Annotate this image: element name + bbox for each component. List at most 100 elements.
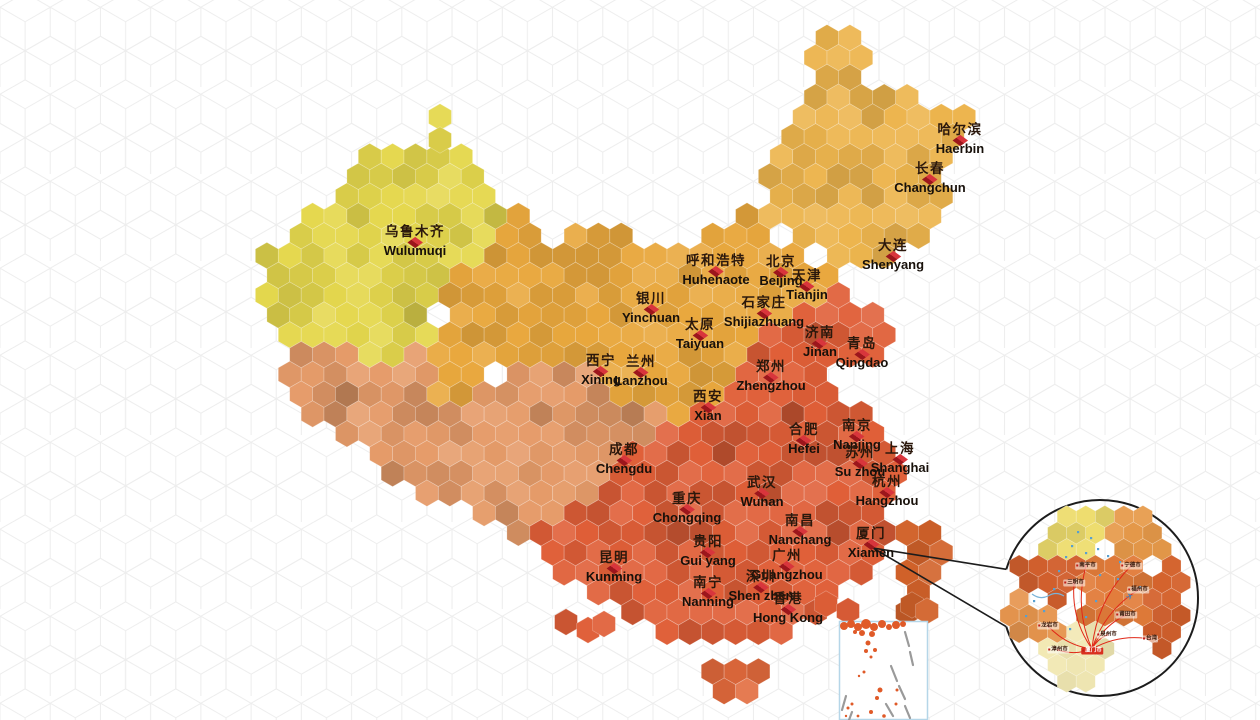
city-name-chinese: 银川 (636, 291, 666, 306)
inset-city-dot-icon (1064, 581, 1067, 584)
city-name-chinese: 兰州 (626, 354, 656, 369)
city-label-shen-zhen[interactable]: 深圳 Shen zhen (728, 570, 793, 603)
city-label-hangzhou[interactable]: 杭州 Hangzhou (856, 475, 919, 508)
city-name-chinese: 青岛 (847, 336, 877, 351)
city-name-chinese: 西宁 (586, 353, 616, 368)
city-name-chinese: 武汉 (747, 475, 777, 490)
city-name-pinyin: Xining (581, 372, 621, 387)
city-name-pinyin: Chongqing (652, 510, 722, 525)
city-name-pinyin: Tianjin (786, 287, 828, 302)
city-name-chinese: 哈尔滨 (937, 122, 983, 137)
city-name-chinese: 贵阳 (693, 534, 723, 549)
city-name-chinese: 广州 (772, 548, 802, 563)
city-label-nanning[interactable]: 南宁 Nanning (682, 576, 734, 609)
city-label-yinchuan[interactable]: 银川 Yinchuan (622, 292, 680, 325)
city-name-chinese: 香港 (772, 591, 803, 606)
city-label-shanghai[interactable]: 上海 Shanghai (871, 442, 930, 475)
city-label-nanjing[interactable]: 南京 Nanjing (833, 419, 881, 452)
city-name-pinyin: Qingdao (835, 355, 889, 370)
city-label-tianjin[interactable]: 天津 Tianjin (786, 269, 828, 302)
inset-city-label: 南平市 (1075, 562, 1097, 570)
city-name-pinyin: Taiyuan (675, 336, 725, 351)
city-label-hong-kong[interactable]: 香港 Hong Kong (753, 592, 823, 625)
city-name-pinyin: Zhengzhou (736, 378, 806, 393)
city-name-chinese: 南昌 (785, 513, 815, 528)
city-name-chinese: 厦门 (856, 526, 886, 541)
city-name-pinyin: Wuhan (740, 494, 784, 509)
city-name-chinese: 大连 (878, 238, 908, 253)
city-label-nanchang[interactable]: 南昌 Nanchang (769, 514, 832, 547)
city-name-pinyin: Gui yang (680, 553, 736, 568)
city-label-wuhan[interactable]: 武汉 Wuhan (740, 476, 783, 509)
city-name-chinese: 成都 (608, 442, 639, 457)
city-label-chongqing[interactable]: 重庆 Chongqing (653, 492, 722, 525)
inset-city-dot-icon (1116, 613, 1119, 616)
city-name-pinyin: Changchun (894, 180, 966, 195)
city-name-pinyin: Kunming (585, 569, 643, 584)
city-label-chengdu[interactable]: 成都 Chengdu (596, 443, 652, 476)
city-name-pinyin: Hefei (788, 441, 820, 456)
city-label-xiamen[interactable]: 厦门 Xiamen (848, 527, 894, 560)
city-name-pinyin: Haerbin (935, 141, 985, 156)
south-china-sea-inset (838, 619, 929, 720)
city-label-taiyuan[interactable]: 太原 Taiyuan (676, 318, 724, 351)
city-name-pinyin: Beijing (759, 273, 803, 288)
china-hex-regions (255, 24, 976, 705)
city-name-pinyin: Xian (694, 408, 722, 423)
city-name-chinese: 呼和浩特 (685, 253, 746, 268)
city-label-xining[interactable]: 西宁 Xining (581, 354, 621, 387)
city-label-xian[interactable]: 西安 Xian (693, 390, 723, 423)
city-name-chinese: 上海 (884, 441, 915, 456)
inset-city-dot-icon (1097, 633, 1100, 636)
inset-city-dot-icon (1128, 588, 1131, 591)
city-name-chinese: 太原 (684, 317, 715, 332)
city-name-chinese: 郑州 (755, 359, 786, 374)
city-name-pinyin: Yinchuan (621, 310, 681, 325)
city-name-pinyin: Nanchang (768, 532, 832, 547)
city-name-chinese: 苏州 (844, 445, 875, 460)
city-label-lanzhou[interactable]: 兰州 Lanzhou (614, 355, 667, 388)
city-name-pinyin: Wulumuqi (383, 243, 447, 258)
city-label-beijing[interactable]: 北京 Beijing (759, 255, 802, 288)
city-label-shijiazhuang[interactable]: 石家庄 Shijiazhuang (724, 296, 804, 329)
city-label-shenyang[interactable]: 大连 Shenyang (862, 239, 924, 272)
city-name-chinese: 南京 (841, 418, 872, 433)
city-label-gui-yang[interactable]: 贵阳 Gui yang (680, 535, 736, 568)
city-label-haerbin[interactable]: 哈尔滨 Haerbin (936, 123, 984, 156)
city-name-pinyin: Chengdu (595, 461, 653, 476)
inset-city-label: 福州市 (1127, 586, 1149, 594)
city-label-qingdao[interactable]: 青岛 Qingdao (836, 337, 889, 370)
city-name-pinyin: Xiamen (847, 545, 895, 560)
inset-city-dot-icon (1082, 649, 1085, 652)
inset-city-dot-icon (1076, 564, 1079, 567)
inset-city-label: 三明市 (1063, 579, 1085, 587)
city-name-pinyin: Su zhou (834, 464, 886, 479)
city-name-pinyin: Shanghai (870, 460, 930, 475)
city-label-wulumuqi[interactable]: 乌鲁木齐 Wulumuqi (384, 225, 447, 258)
city-label-changchun[interactable]: 长春 Changchun (894, 162, 966, 195)
city-name-chinese: 重庆 (672, 491, 702, 506)
inset-city-label: 厦门市 (1081, 647, 1103, 655)
city-name-pinyin: Hong Kong (752, 610, 824, 625)
city-label-hefei[interactable]: 合肥 Hefei (788, 423, 820, 456)
inset-city-dot-icon (1121, 564, 1124, 567)
city-name-pinyin: Nanjing (833, 437, 881, 452)
fujian-inset-hex-regions (999, 505, 1191, 693)
inset-city-label: 漳州市 (1047, 646, 1069, 654)
city-label-guangzhou[interactable]: 广州 Guangzhou (751, 549, 823, 582)
city-name-pinyin: Shenyang (861, 257, 925, 272)
city-label-huhehaote[interactable]: 呼和浩特 Huhehaote (682, 254, 749, 287)
city-name-pinyin: Nanning (682, 594, 734, 609)
city-name-chinese: 南宁 (693, 575, 723, 590)
city-label-zhengzhou[interactable]: 郑州 Zhengzhou (736, 360, 805, 393)
city-name-pinyin: Huhehaote (682, 272, 750, 287)
city-label-su-zhou[interactable]: 苏州 Su zhou (835, 446, 886, 479)
city-name-pinyin: Shen zhen (728, 588, 794, 603)
city-name-chinese: 长春 (915, 161, 945, 176)
city-name-chinese: 天津 (792, 268, 822, 283)
city-label-kunming[interactable]: 昆明 Kunming (586, 551, 642, 584)
city-label-jinan[interactable]: 济南 Jinan (803, 326, 837, 359)
inset-city-dot-icon (1142, 637, 1145, 640)
